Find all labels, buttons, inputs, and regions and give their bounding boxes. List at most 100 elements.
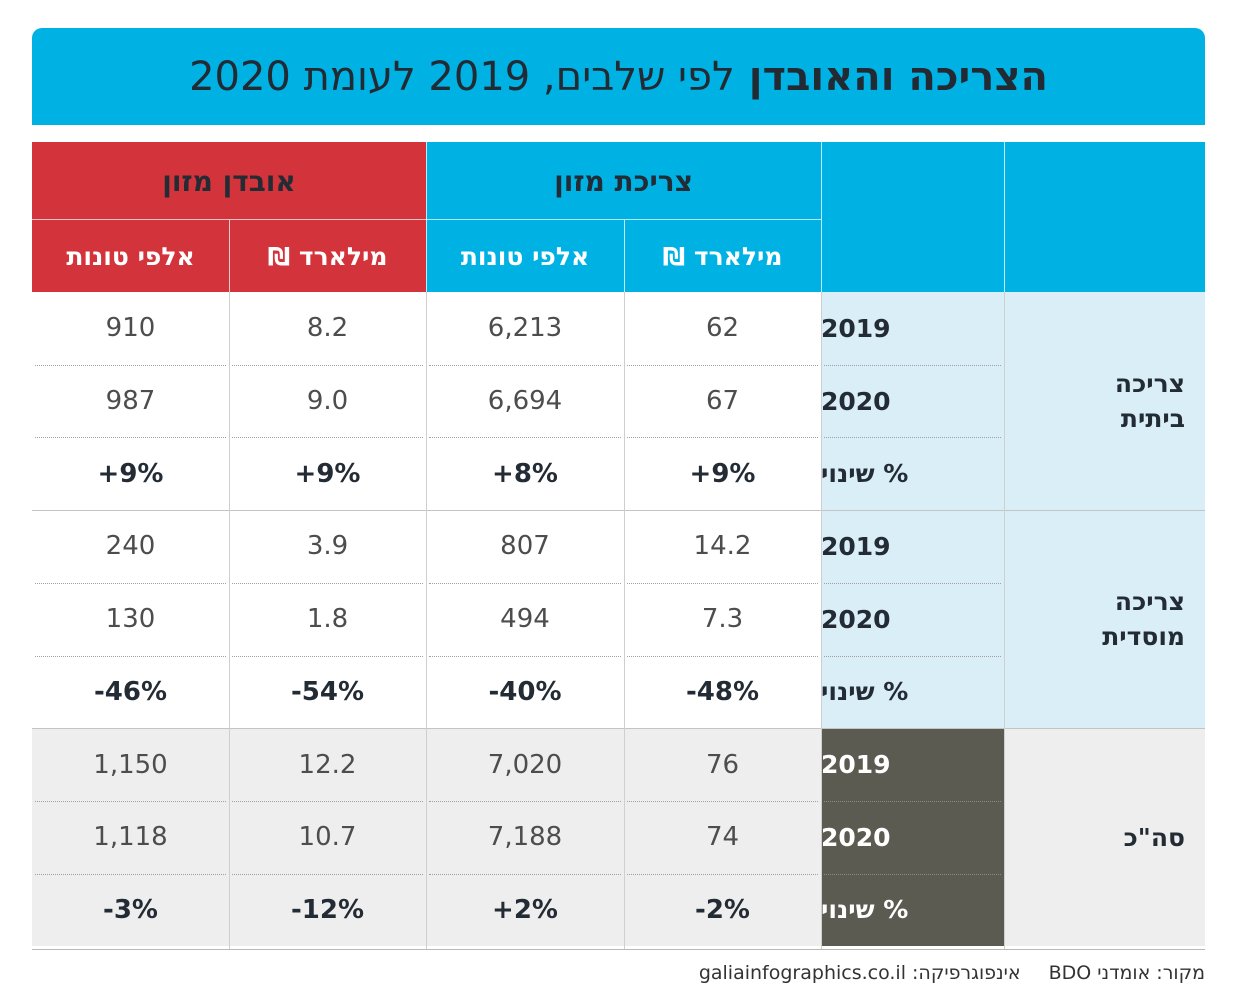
header-vline-1 [426,142,427,292]
total-year-bg [821,728,1004,947]
row-separator [35,437,226,439]
category-label-1: צריכה מוסדית [1004,510,1205,728]
row-separator [35,582,226,584]
data-cell: 987 [105,386,156,417]
group-header-loss: אובדן מזון [162,164,296,198]
row-separator [35,873,226,875]
data-cell: 7.3 [701,604,744,635]
body-vline-0 [229,292,230,950]
row-label: % שינוי [821,677,909,707]
data-cell: 130 [105,604,156,635]
header-divider-red [32,219,426,220]
data-cell: 1.8 [306,604,349,635]
credit-note: אינפוגרפיקה: galiainfographics.co.il [698,962,1021,984]
data-cell: -12% [290,894,365,925]
row-separator [824,873,1001,875]
row-label: 2020 [821,822,891,852]
header-vline-2 [624,220,625,292]
category-text: מוסדית [1102,622,1185,652]
row-separator [232,582,423,584]
body-vline-2 [624,292,625,950]
row-separator [232,437,423,439]
column-header-1: אלפי טונות [460,241,590,271]
title-bold: הצריכה והאובדן [748,53,1048,100]
row-separator [429,437,621,439]
data-cell: 1,150 [93,749,168,780]
data-cell: 3.9 [306,531,349,562]
data-table: צריכת מזון אובדן מזון מילארד ₪ אלפי טונות מי… [32,142,1205,950]
column-header-2: מילארד ₪ [267,241,388,271]
data-cell: 494 [500,604,550,635]
row-separator [429,582,621,584]
data-cell: -3% [103,894,158,925]
header-vline-3 [821,142,822,292]
header-vline-0 [229,220,230,292]
row-label: 2019 [821,313,891,343]
section-year-bg-0 [821,292,1205,511]
data-cell: 910 [105,313,156,344]
data-cell: +9% [97,458,164,489]
source-note: מקור: אומדני BDO [1048,962,1205,984]
section-year-bg-1 [821,510,1205,729]
data-cell: 240 [105,531,156,562]
row-label: % שינוי [821,459,909,489]
chart-title: הצריכה והאובדן לפי שלבים, 2019 לעומת 202… [32,28,1205,125]
category-text: סה"כ [1123,822,1185,852]
row-separator [232,800,423,802]
data-cell: 8.2 [306,313,349,344]
row-separator [824,655,1001,657]
data-cell: +9% [294,458,361,489]
row-separator [232,655,423,657]
data-cell: -54% [290,676,365,707]
row-separator [627,655,818,657]
data-cell: 12.2 [298,749,357,780]
body-vline-1 [426,292,427,950]
data-cell: 74 [705,822,740,853]
row-separator [429,655,621,657]
data-cell: +2% [492,894,558,925]
data-cell: 7,020 [487,749,563,780]
header-vline-4 [1004,142,1005,292]
column-header-0: מילארד ₪ [662,241,783,271]
row-separator [429,364,621,366]
row-separator [429,800,621,802]
body-vline-3 [821,292,822,950]
row-label: 2020 [821,386,891,416]
data-cell: -40% [488,676,562,707]
row-label: 2020 [821,604,891,634]
header-divider [426,219,821,220]
data-cell: 62 [705,313,740,344]
data-cell: 7,188 [487,822,563,853]
data-cell: 76 [705,749,740,780]
category-text: ביתית [1120,404,1185,434]
row-label: 2019 [821,531,891,561]
data-cell: 807 [500,531,550,562]
data-cell: 10.7 [298,822,357,853]
row-separator [627,800,818,802]
row-separator [627,364,818,366]
group-header-consumption: צריכת מזון [554,164,693,198]
data-cell: -48% [685,676,760,707]
row-separator [429,873,621,875]
data-cell: 9.0 [306,386,349,417]
category-text: צריכה [1114,587,1185,617]
data-cell: 6,694 [487,386,563,417]
data-cell: 1,118 [93,822,168,853]
data-cell: 6,213 [487,313,563,344]
row-separator [627,582,818,584]
data-cell: +9% [689,458,756,489]
header-blue-bg [426,142,1205,292]
data-cell: -2% [695,894,750,925]
title-light: לפי שלבים, 2019 לעומת 2020 [189,53,735,100]
total-cat-bg [1004,728,1205,947]
row-separator [824,364,1001,366]
row-separator [35,364,226,366]
section-divider [32,728,1205,730]
category-label-2: סה"כ [1004,728,1205,946]
category-text: צריכה [1114,369,1185,399]
section-divider [32,510,1205,512]
data-cell: -46% [93,676,168,707]
row-separator [824,437,1001,439]
row-separator [627,873,818,875]
row-separator [627,437,818,439]
